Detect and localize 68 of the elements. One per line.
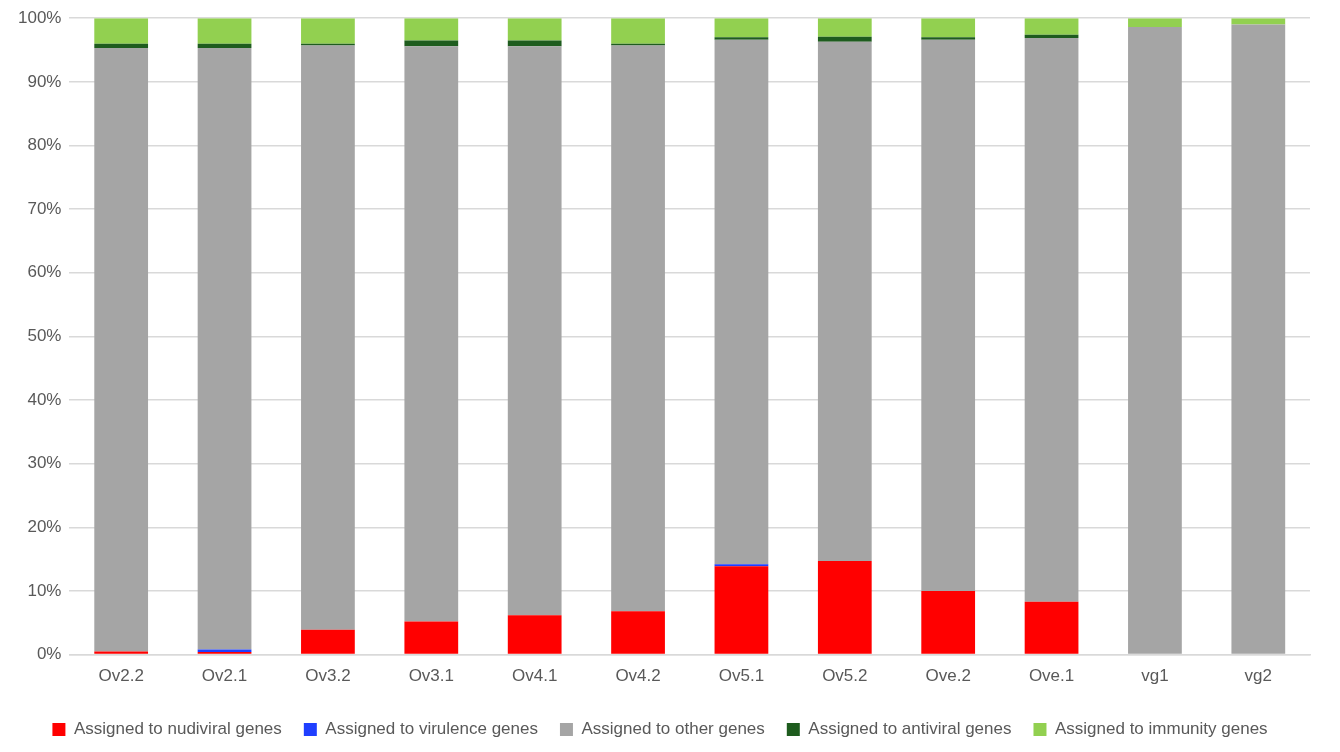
- bar: [507, 46, 562, 616]
- y-tick-label: 80%: [27, 135, 62, 155]
- bar: [1024, 34, 1079, 38]
- x-tick-label: Ov2.1: [201, 666, 248, 686]
- bar: [197, 48, 252, 650]
- y-tick-label: 60%: [27, 262, 62, 282]
- bar: [404, 40, 459, 47]
- bar: [404, 621, 459, 654]
- bar: [1231, 24, 1286, 654]
- x-tick-label: Ov4.1: [511, 666, 558, 686]
- y-tick-label: 40%: [27, 389, 62, 409]
- bar: [611, 45, 665, 612]
- bar: [94, 48, 149, 652]
- bar: [921, 18, 976, 38]
- bar: [507, 40, 562, 47]
- legend-label: Assigned to virulence genes: [325, 719, 538, 739]
- legend-label: Assigned to immunity genes: [1054, 719, 1268, 739]
- y-tick-label: 10%: [27, 580, 62, 600]
- y-tick-label: 20%: [27, 517, 62, 537]
- bar: [1024, 18, 1079, 35]
- legend-label: Assigned to nudiviral genes: [73, 719, 282, 739]
- x-tick-label: Ov5.2: [822, 666, 868, 686]
- x-tick-label: Ove.1: [1028, 666, 1075, 686]
- bar: [94, 18, 149, 44]
- bar: [921, 37, 976, 40]
- y-tick-label: 70%: [27, 198, 62, 218]
- bar: [507, 615, 562, 654]
- bar: [817, 36, 872, 42]
- x-tick-label: Ov2.2: [98, 666, 144, 686]
- bar: [404, 18, 459, 41]
- x-tick-label: Ov3.1: [408, 666, 454, 686]
- bar: [817, 561, 872, 654]
- legend-label: Assigned to other genes: [581, 719, 765, 739]
- legend-label: Assigned to antiviral genes: [808, 719, 1012, 739]
- bar: [507, 18, 562, 41]
- x-tick-label: Ov5.1: [718, 666, 765, 686]
- bar: [921, 39, 976, 591]
- bar: [1128, 27, 1182, 654]
- bar: [301, 45, 355, 630]
- bar: [817, 41, 872, 562]
- y-tick-label: 30%: [27, 453, 62, 473]
- bar: [921, 590, 976, 654]
- bar: [94, 43, 149, 49]
- y-tick-label: 0%: [36, 644, 62, 664]
- y-tick-label: 100%: [18, 7, 62, 27]
- bar: [1231, 18, 1286, 25]
- x-tick-label: Ov4.2: [615, 666, 661, 686]
- bar: [1024, 37, 1079, 602]
- bar: [94, 651, 149, 654]
- bar: [714, 566, 769, 654]
- bar: [1128, 18, 1182, 28]
- bar: [301, 18, 355, 44]
- bar: [817, 18, 872, 37]
- x-tick-label: Ov3.2: [305, 666, 351, 686]
- bar: [611, 18, 665, 44]
- bar: [611, 611, 665, 654]
- bar: [1024, 601, 1079, 654]
- bar: [714, 18, 769, 38]
- bar: [197, 18, 252, 44]
- x-tick-label: vg2: [1244, 666, 1273, 686]
- bar: [301, 629, 355, 654]
- x-tick-label: vg1: [1141, 666, 1169, 686]
- y-tick-label: 50%: [27, 326, 62, 346]
- x-tick-label: Ove.2: [925, 666, 971, 686]
- y-tick-label: 90%: [27, 71, 62, 91]
- bar: [714, 37, 769, 40]
- bar: [404, 46, 459, 622]
- bar: [714, 39, 769, 565]
